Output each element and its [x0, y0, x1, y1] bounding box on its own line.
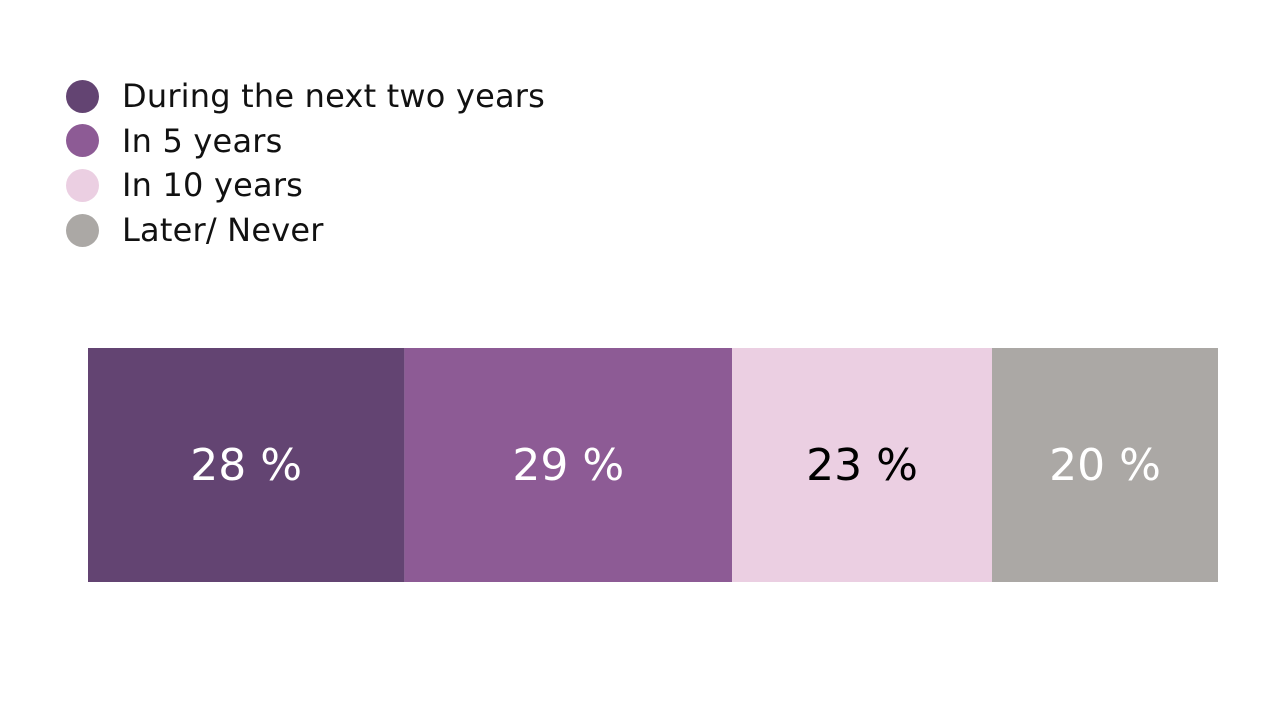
legend-label-next-two-years: During the next two years — [122, 77, 546, 116]
legend-label-later-never: Later/ Never — [122, 211, 324, 250]
legend-swatch-later-never — [66, 213, 99, 247]
stacked-bar-svg: 28 % 29 % 23 % 20 % — [88, 348, 1218, 582]
legend-label-10-years: In 10 years — [122, 166, 304, 205]
legend-item-5-years: In 5 years — [66, 119, 545, 164]
legend-swatch-10-years — [66, 168, 99, 202]
bar-segment-later-never — [992, 348, 1218, 582]
legend-item-10-years: In 10 years — [66, 163, 545, 208]
legend-item-later-never: Later/ Never — [66, 208, 545, 253]
data-label-in-5-years: 29 % — [512, 440, 624, 491]
bar-segment-in-10-years — [732, 348, 992, 582]
stacked-bar-chart: 28 % 29 % 23 % 20 % — [88, 348, 1218, 582]
bar-segment-in-5-years — [404, 348, 733, 582]
legend-item-next-two-years: During the next two years — [66, 74, 545, 119]
legend-label-5-years: In 5 years — [122, 121, 283, 160]
legend-swatch-next-two-years — [66, 79, 99, 113]
data-label-in-10-years: 23 % — [806, 440, 918, 491]
chart-legend: During the next two years In 5 years In … — [66, 74, 545, 252]
data-label-later-never: 20 % — [1049, 440, 1161, 491]
bar-segment-during-the-next-two-years — [88, 348, 405, 582]
legend-swatch-5-years — [66, 124, 99, 158]
data-label-during-the-next-two-years: 28 % — [190, 440, 302, 491]
